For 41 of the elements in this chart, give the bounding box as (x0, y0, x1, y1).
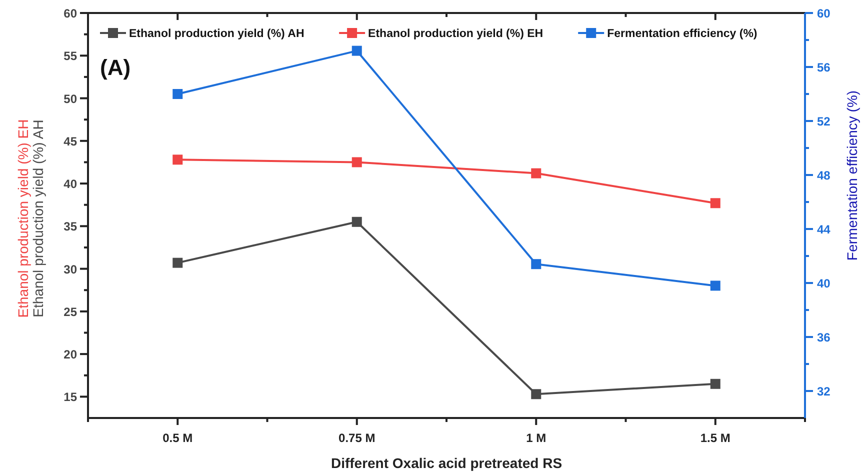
y2-tick-label: 48 (817, 168, 831, 182)
x-tick-label: 0.75 M (338, 431, 376, 445)
y-axis-title: Ethanol production yield (%) EH Ethanol production yield (%) AH (15, 119, 46, 318)
x-tick-label: 0.5 M (162, 431, 193, 445)
y2-tick-label: 60 (817, 6, 831, 20)
y2-tick-label: 32 (817, 384, 831, 398)
point (531, 259, 542, 270)
point (172, 258, 183, 268)
x-axis-title: Different Oxalic acid pretreated RS (330, 455, 562, 471)
y-tick-label: 25 (64, 304, 78, 319)
y2-tick-label: 56 (817, 60, 831, 74)
y-tick-label: 35 (64, 220, 78, 234)
y2-axis-title: Fermentation efficiency (%) (844, 90, 860, 261)
point (352, 157, 362, 168)
point (710, 280, 720, 291)
y-tick-label: 30 (64, 262, 78, 276)
y2-tick-label: 40 (817, 276, 831, 290)
point (710, 378, 720, 389)
point (531, 168, 542, 178)
legend-label: Ethanol production yield (%) AH (129, 28, 304, 40)
point (172, 89, 183, 99)
y-tick-label: 60 (64, 6, 78, 20)
y-tick-label: 45 (64, 134, 78, 148)
y2-tick-label: 44 (817, 222, 831, 236)
y-tick-label: 50 (64, 92, 78, 106)
legend-label: Fermentation efficiency (%) (607, 28, 758, 40)
annotation: (A) (100, 55, 131, 80)
point (172, 154, 183, 165)
point (531, 389, 542, 400)
legend-label: Ethanol production yield (%) EH (368, 28, 544, 40)
point (710, 198, 720, 208)
y2-tick-label: 52 (817, 114, 831, 128)
y-tick-label: 55 (64, 49, 78, 64)
y2-tick-label: 36 (817, 330, 831, 344)
y-tick-label: 40 (64, 177, 78, 192)
x-tick-label: 1 M (526, 431, 546, 445)
y-tick-label: 20 (64, 348, 78, 362)
point (352, 216, 362, 227)
point (352, 46, 362, 56)
y-tick-label: 15 (64, 390, 78, 404)
x-tick-label: 1.5 M (700, 431, 730, 445)
